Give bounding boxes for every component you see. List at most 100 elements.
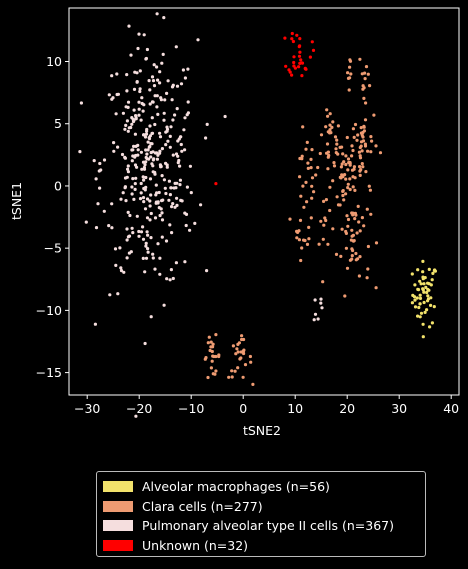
- scatter-point-series-1: [310, 196, 314, 200]
- scatter-point-series-0: [422, 282, 426, 286]
- scatter-point-series-1: [369, 150, 373, 154]
- scatter-point-series-0: [432, 305, 436, 309]
- scatter-point-series-2: [141, 175, 145, 179]
- scatter-point-series-2: [133, 132, 137, 136]
- scatter-point-series-2: [145, 157, 149, 161]
- scatter-point-series-1: [209, 345, 213, 349]
- scatter-point-series-2: [139, 150, 143, 154]
- scatter-point-series-2: [204, 136, 208, 140]
- scatter-point-series-2: [142, 33, 146, 37]
- scatter-point-series-1: [362, 125, 366, 129]
- scatter-point-series-2: [179, 82, 184, 86]
- scatter-point-series-2: [149, 315, 153, 319]
- scatter-point-series-2: [145, 47, 149, 52]
- scatter-point-series-1: [230, 369, 234, 373]
- scatter-point-series-2: [132, 108, 136, 112]
- scatter-point-series-1: [302, 205, 306, 209]
- scatter-point-series-1: [334, 147, 338, 151]
- scatter-point-series-1: [209, 340, 213, 344]
- scatter-point-series-1: [324, 125, 328, 129]
- scatter-point-series-2: [186, 100, 190, 104]
- scatter-point-series-2: [149, 236, 153, 240]
- scatter-point-series-2: [132, 144, 136, 148]
- scatter-point-series-0: [418, 315, 422, 319]
- scatter-point-series-2: [98, 161, 102, 166]
- scatter-point-series-2: [136, 46, 140, 51]
- scatter-point-series-2: [133, 187, 137, 191]
- scatter-point-series-1: [362, 96, 366, 100]
- scatter-point-series-3: [298, 44, 302, 48]
- scatter-point-series-1: [353, 217, 357, 221]
- scatter-point-series-2: [143, 270, 147, 274]
- scatter-point-series-0: [426, 297, 431, 301]
- scatter-point-series-3: [311, 48, 316, 53]
- scatter-point-series-1: [360, 149, 364, 153]
- scatter-point-series-0: [423, 310, 427, 314]
- scatter-point-series-2: [135, 214, 139, 218]
- scatter-point-series-1: [363, 118, 368, 122]
- scatter-point-series-2: [120, 152, 125, 157]
- legend-swatch-clara-cells: [103, 500, 133, 512]
- scatter-point-series-1: [369, 212, 373, 216]
- scatter-point-series-2: [114, 112, 118, 116]
- scatter-point-series-1: [366, 72, 370, 76]
- scatter-point-series-2: [151, 150, 155, 154]
- scatter-point-series-2: [183, 260, 187, 264]
- scatter-point-series-1: [207, 335, 211, 339]
- scatter-point-series-1: [348, 65, 352, 69]
- scatter-point-series-2: [129, 250, 133, 254]
- scatter-point-series-1: [288, 217, 292, 221]
- scatter-point-series-1: [206, 375, 210, 380]
- scatter-point-series-3: [291, 39, 295, 44]
- scatter-point-series-2: [185, 185, 189, 189]
- scatter-point-series-2: [157, 190, 161, 195]
- scatter-point-series-1: [351, 175, 355, 179]
- scatter-point-series-1: [347, 88, 351, 92]
- scatter-point-series-2: [170, 98, 174, 102]
- scatter-point-series-3: [295, 33, 299, 37]
- scatter-point-series-1: [368, 188, 372, 192]
- scatter-point-series-2: [144, 256, 149, 260]
- scatter-point-series-2: [132, 87, 137, 91]
- scatter-point-series-0: [421, 287, 425, 291]
- scatter-point-series-0: [410, 301, 414, 305]
- scatter-point-series-1: [349, 238, 353, 242]
- scatter-point-series-1: [359, 140, 364, 144]
- scatter-point-series-1: [306, 166, 310, 170]
- scatter-point-series-2: [125, 227, 129, 231]
- scatter-point-series-2: [168, 278, 172, 282]
- scatter-point-series-1: [348, 163, 352, 167]
- scatter-point-series-1: [358, 169, 362, 173]
- scatter-point-series-0: [415, 296, 419, 300]
- scatter-point-series-1: [344, 246, 348, 250]
- scatter-point-series-2: [107, 224, 111, 228]
- scatter-point-series-2: [188, 228, 192, 232]
- scatter-point-series-2: [171, 118, 175, 122]
- scatter-point-series-1: [318, 151, 322, 156]
- scatter-point-series-2: [142, 103, 146, 107]
- scatter-point-series-1: [236, 342, 240, 346]
- scatter-point-series-1: [316, 165, 320, 170]
- scatter-point-series-1: [298, 175, 302, 179]
- scatter-point-series-2: [148, 199, 152, 203]
- scatter-point-series-1: [336, 203, 341, 207]
- scatter-point-series-1: [357, 220, 361, 224]
- scatter-point-series-1: [241, 375, 245, 379]
- scatter-point-series-2: [141, 160, 146, 164]
- scatter-point-series-1: [357, 150, 361, 154]
- scatter-point-series-2: [159, 207, 163, 211]
- scatter-point-series-2: [177, 158, 181, 163]
- scatter-point-series-1: [235, 347, 239, 351]
- scatter-point-series-2: [137, 100, 141, 104]
- scatter-point-series-2: [154, 201, 158, 205]
- scatter-point-series-1: [321, 280, 325, 284]
- scatter-point-series-1: [364, 170, 368, 174]
- scatter-point-series-1: [341, 152, 345, 156]
- scatter-point-series-2: [138, 89, 142, 94]
- x-tick-label: −30: [74, 401, 100, 416]
- scatter-point-series-1: [336, 124, 340, 128]
- scatter-point-series-2: [316, 317, 320, 321]
- scatter-point-series-2: [143, 135, 148, 139]
- scatter-point-series-2: [162, 303, 166, 307]
- scatter-point-series-1: [322, 199, 326, 203]
